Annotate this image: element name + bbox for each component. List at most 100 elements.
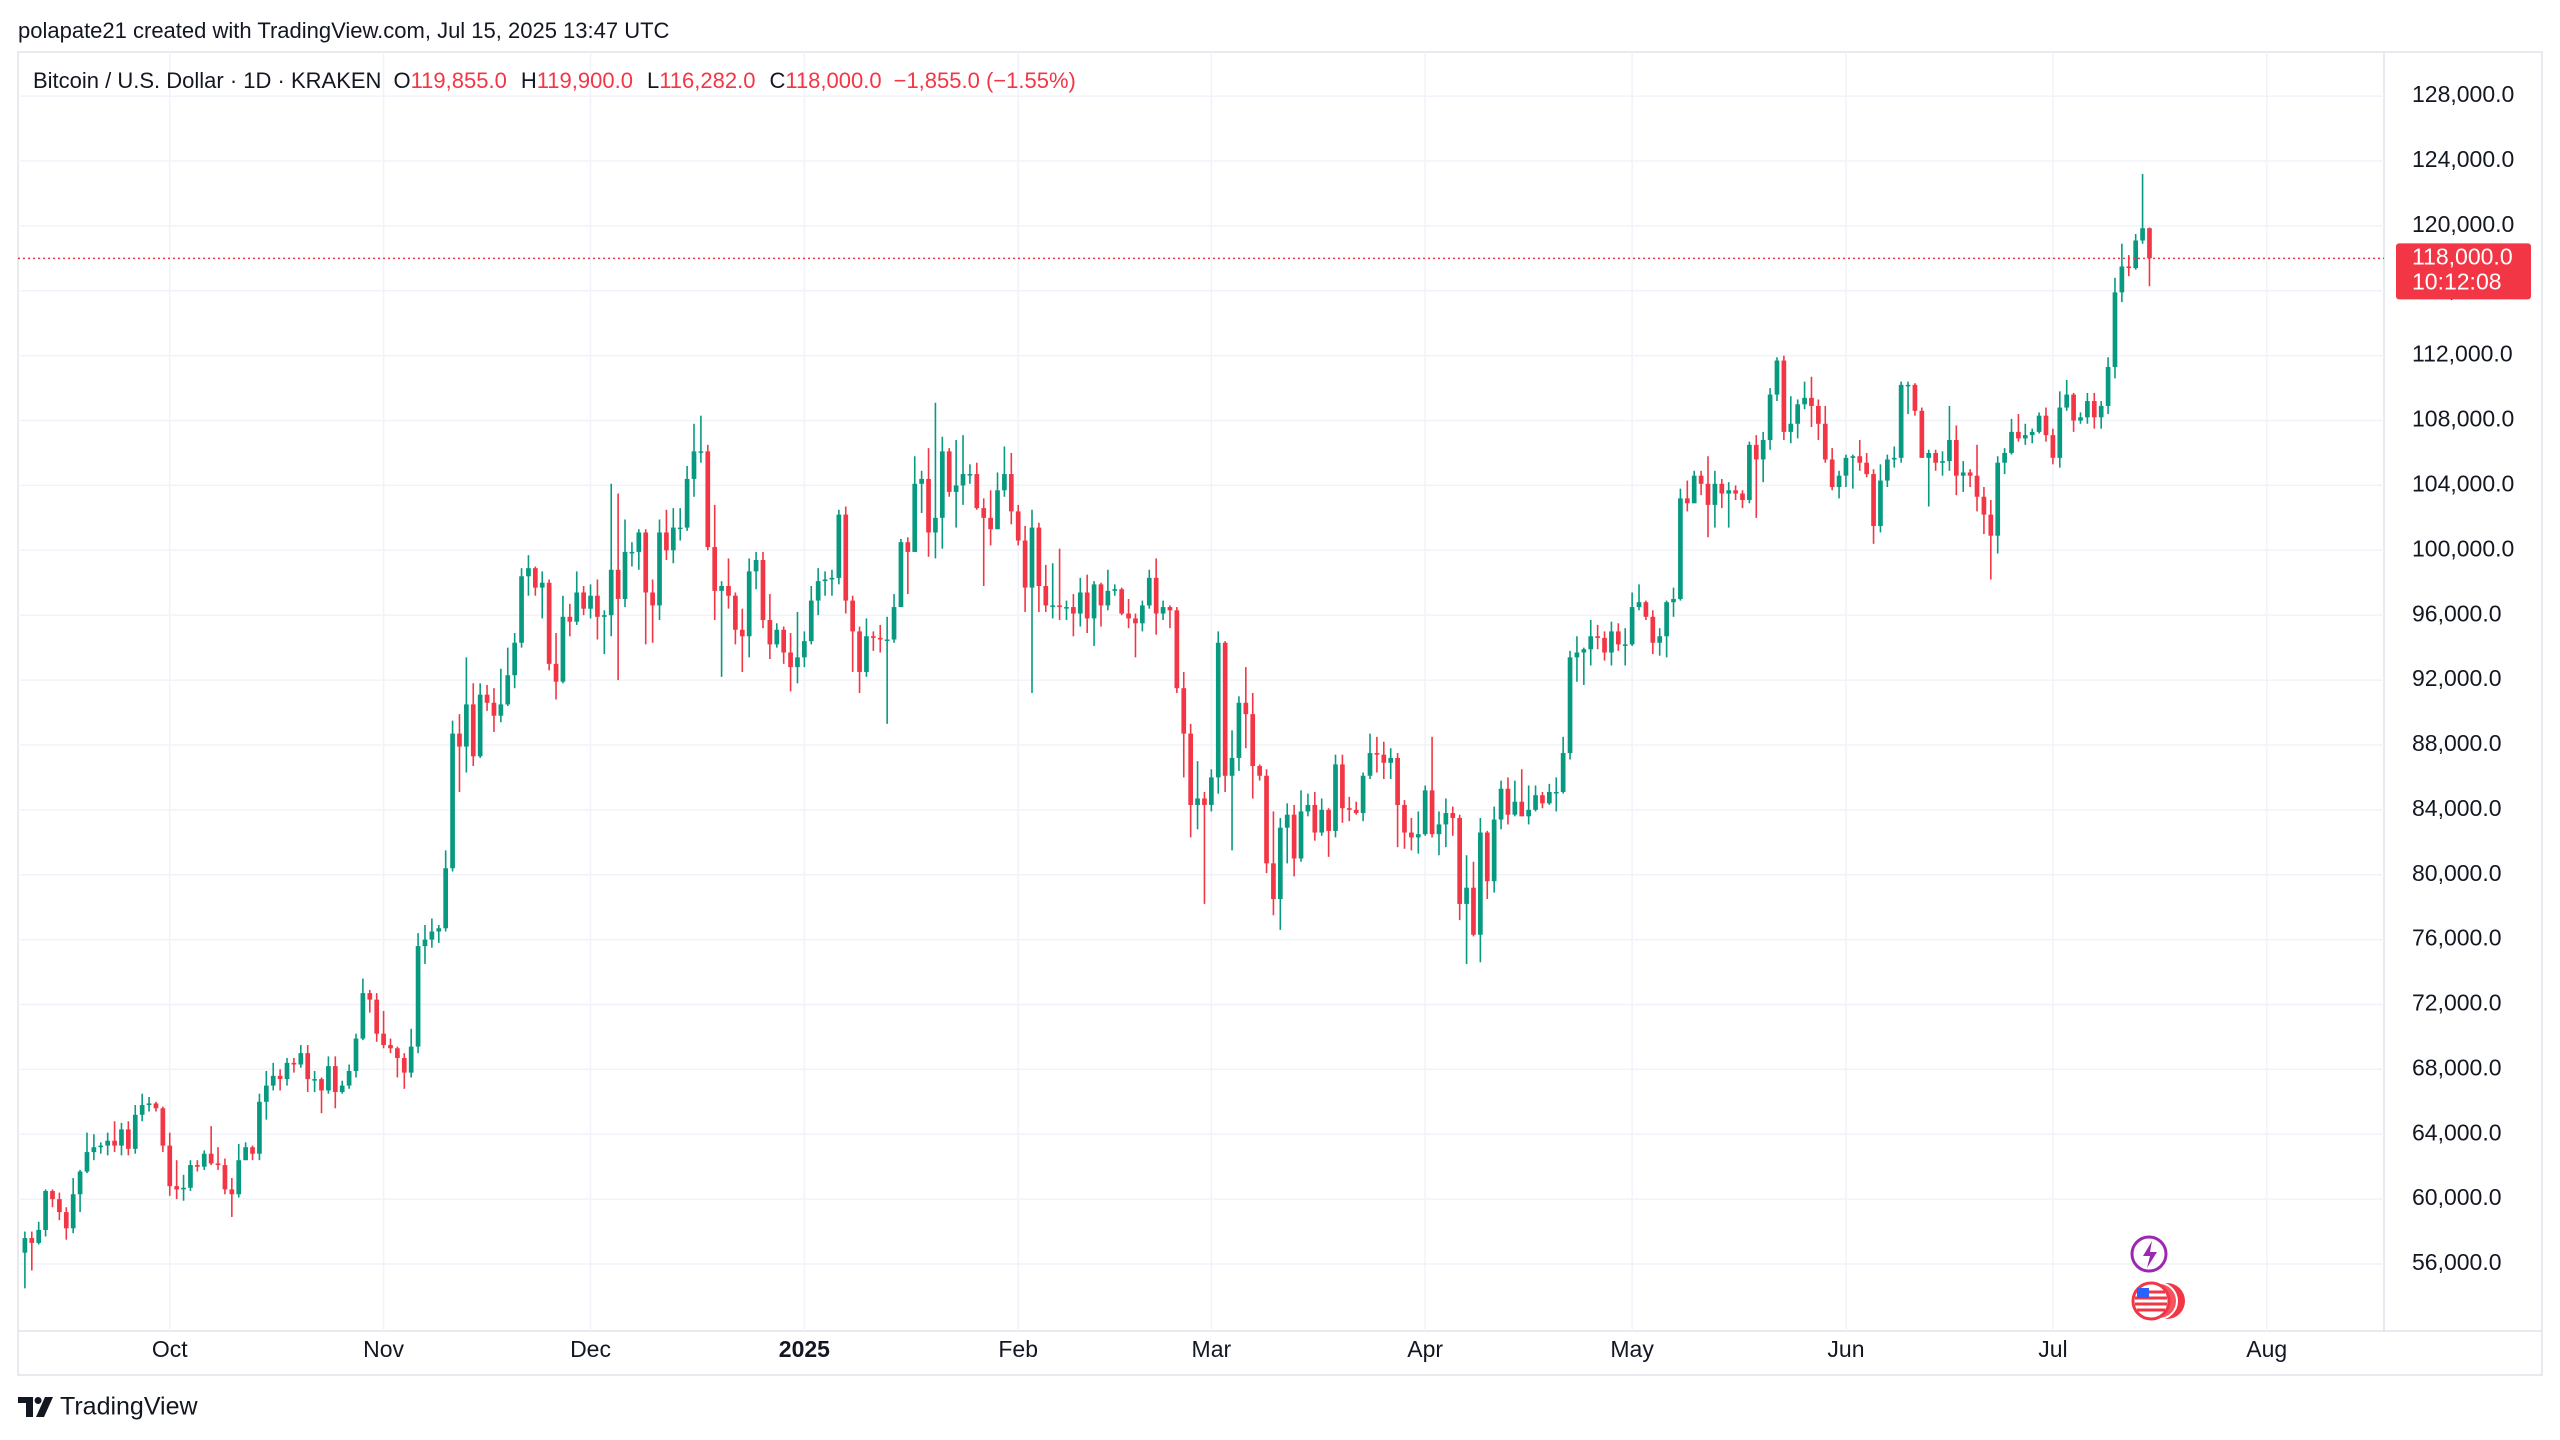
candle-body	[1029, 527, 1035, 588]
candle-body	[1015, 511, 1021, 541]
candle-body	[1657, 636, 1663, 643]
candle-body	[2133, 240, 2139, 269]
candle-body	[884, 639, 890, 642]
candle-body	[1753, 444, 1759, 460]
x-tick-label: Nov	[363, 1336, 404, 1362]
candle-body	[208, 1153, 214, 1164]
candle-body	[677, 527, 683, 530]
candle-body	[1912, 384, 1918, 411]
legend-key: L	[647, 68, 659, 93]
candle-body	[1215, 642, 1221, 778]
candle-body	[843, 514, 849, 601]
candle-body	[1905, 384, 1911, 387]
candle-body	[284, 1062, 290, 1080]
candle-body	[1098, 584, 1104, 606]
x-tick-label: Mar	[1192, 1336, 1232, 1362]
grid: 56,000.0 60,000.0 64,000.0 68,000.0 72,000.0…	[18, 52, 2514, 1362]
candle-body	[132, 1114, 138, 1149]
candle-body	[160, 1108, 166, 1146]
candle-body	[871, 636, 876, 638]
candle-body	[1167, 607, 1173, 611]
candle-body	[712, 547, 718, 591]
legend-change: −1,855.0 (−1.55%)	[894, 68, 1076, 93]
countdown-label: 10:12:08	[2412, 268, 2502, 294]
candle-body	[270, 1075, 276, 1086]
candle-body	[774, 629, 780, 645]
candle-body	[1209, 777, 1214, 805]
candle-body	[1091, 584, 1097, 619]
candle-body	[263, 1085, 269, 1102]
candle-body	[1878, 480, 1883, 526]
candle-body	[608, 569, 614, 616]
candle-body	[291, 1062, 297, 1065]
chart-frame	[17, 51, 2543, 1376]
candle-body	[1395, 757, 1400, 805]
candle-body	[443, 868, 449, 929]
candle-body	[650, 592, 655, 606]
candle-body	[1760, 439, 1766, 460]
candle-body	[388, 1045, 393, 1049]
candle-body	[829, 577, 835, 580]
candle-body	[181, 1187, 186, 1190]
candle-body	[1885, 459, 1890, 481]
candle-body	[1305, 804, 1311, 812]
candle-body	[1105, 590, 1111, 606]
candle-body	[898, 542, 904, 608]
y-tick-label: 120,000.0	[2412, 211, 2514, 237]
candle-body	[491, 702, 497, 716]
candle-body	[1326, 809, 1331, 831]
candle-body	[1174, 610, 1180, 689]
candle-body	[319, 1079, 324, 1091]
candle-body	[1236, 702, 1242, 758]
candle-body	[1588, 636, 1594, 650]
candle-body	[1464, 887, 1469, 904]
candle-body	[533, 568, 538, 588]
candle-body	[498, 704, 504, 716]
candle-body	[760, 560, 766, 621]
candle-body	[126, 1129, 131, 1149]
candle-body	[2002, 452, 2007, 463]
candle-body	[1636, 602, 1642, 608]
candle-body	[105, 1140, 111, 1146]
candle-body	[1043, 585, 1049, 606]
candle-body	[1312, 804, 1318, 833]
candle-body	[560, 616, 566, 682]
x-tick-label: Feb	[998, 1336, 1038, 1362]
candle-body	[1478, 832, 1483, 935]
candle-body	[505, 675, 511, 705]
candle-body	[1664, 602, 1669, 637]
candle-body	[615, 569, 621, 599]
candle-body	[1995, 462, 2001, 536]
candle-body	[1112, 589, 1118, 591]
candle-body	[1650, 616, 1656, 643]
candle-body	[905, 542, 911, 552]
candle-body	[250, 1147, 255, 1154]
candle-body	[2016, 431, 2021, 439]
candle-body	[2105, 367, 2111, 406]
candle-body	[360, 993, 366, 1039]
candle-body	[1140, 605, 1145, 624]
candle-body	[2022, 435, 2028, 439]
candle-body	[429, 931, 435, 940]
candle-body	[1574, 652, 1580, 658]
candle-body	[1960, 472, 1966, 476]
candle-body	[188, 1165, 193, 1188]
candle-body	[450, 733, 455, 869]
candle-body	[153, 1103, 159, 1109]
candle-body	[1788, 423, 1794, 432]
candle-body	[2126, 266, 2132, 269]
candle-body	[1898, 384, 1904, 458]
candle-body	[539, 582, 545, 588]
candle-body	[1505, 788, 1511, 815]
candle-body	[1974, 475, 1980, 497]
candle-body	[2050, 435, 2056, 458]
candle-body	[1195, 798, 1200, 805]
candle-body	[305, 1053, 311, 1080]
candle-body	[995, 490, 1000, 530]
y-tick-label: 112,000.0	[2412, 341, 2513, 367]
candle-body	[739, 629, 745, 637]
candle-body	[2140, 228, 2145, 241]
candle-body	[2036, 415, 2042, 432]
candle-body	[401, 1058, 407, 1073]
